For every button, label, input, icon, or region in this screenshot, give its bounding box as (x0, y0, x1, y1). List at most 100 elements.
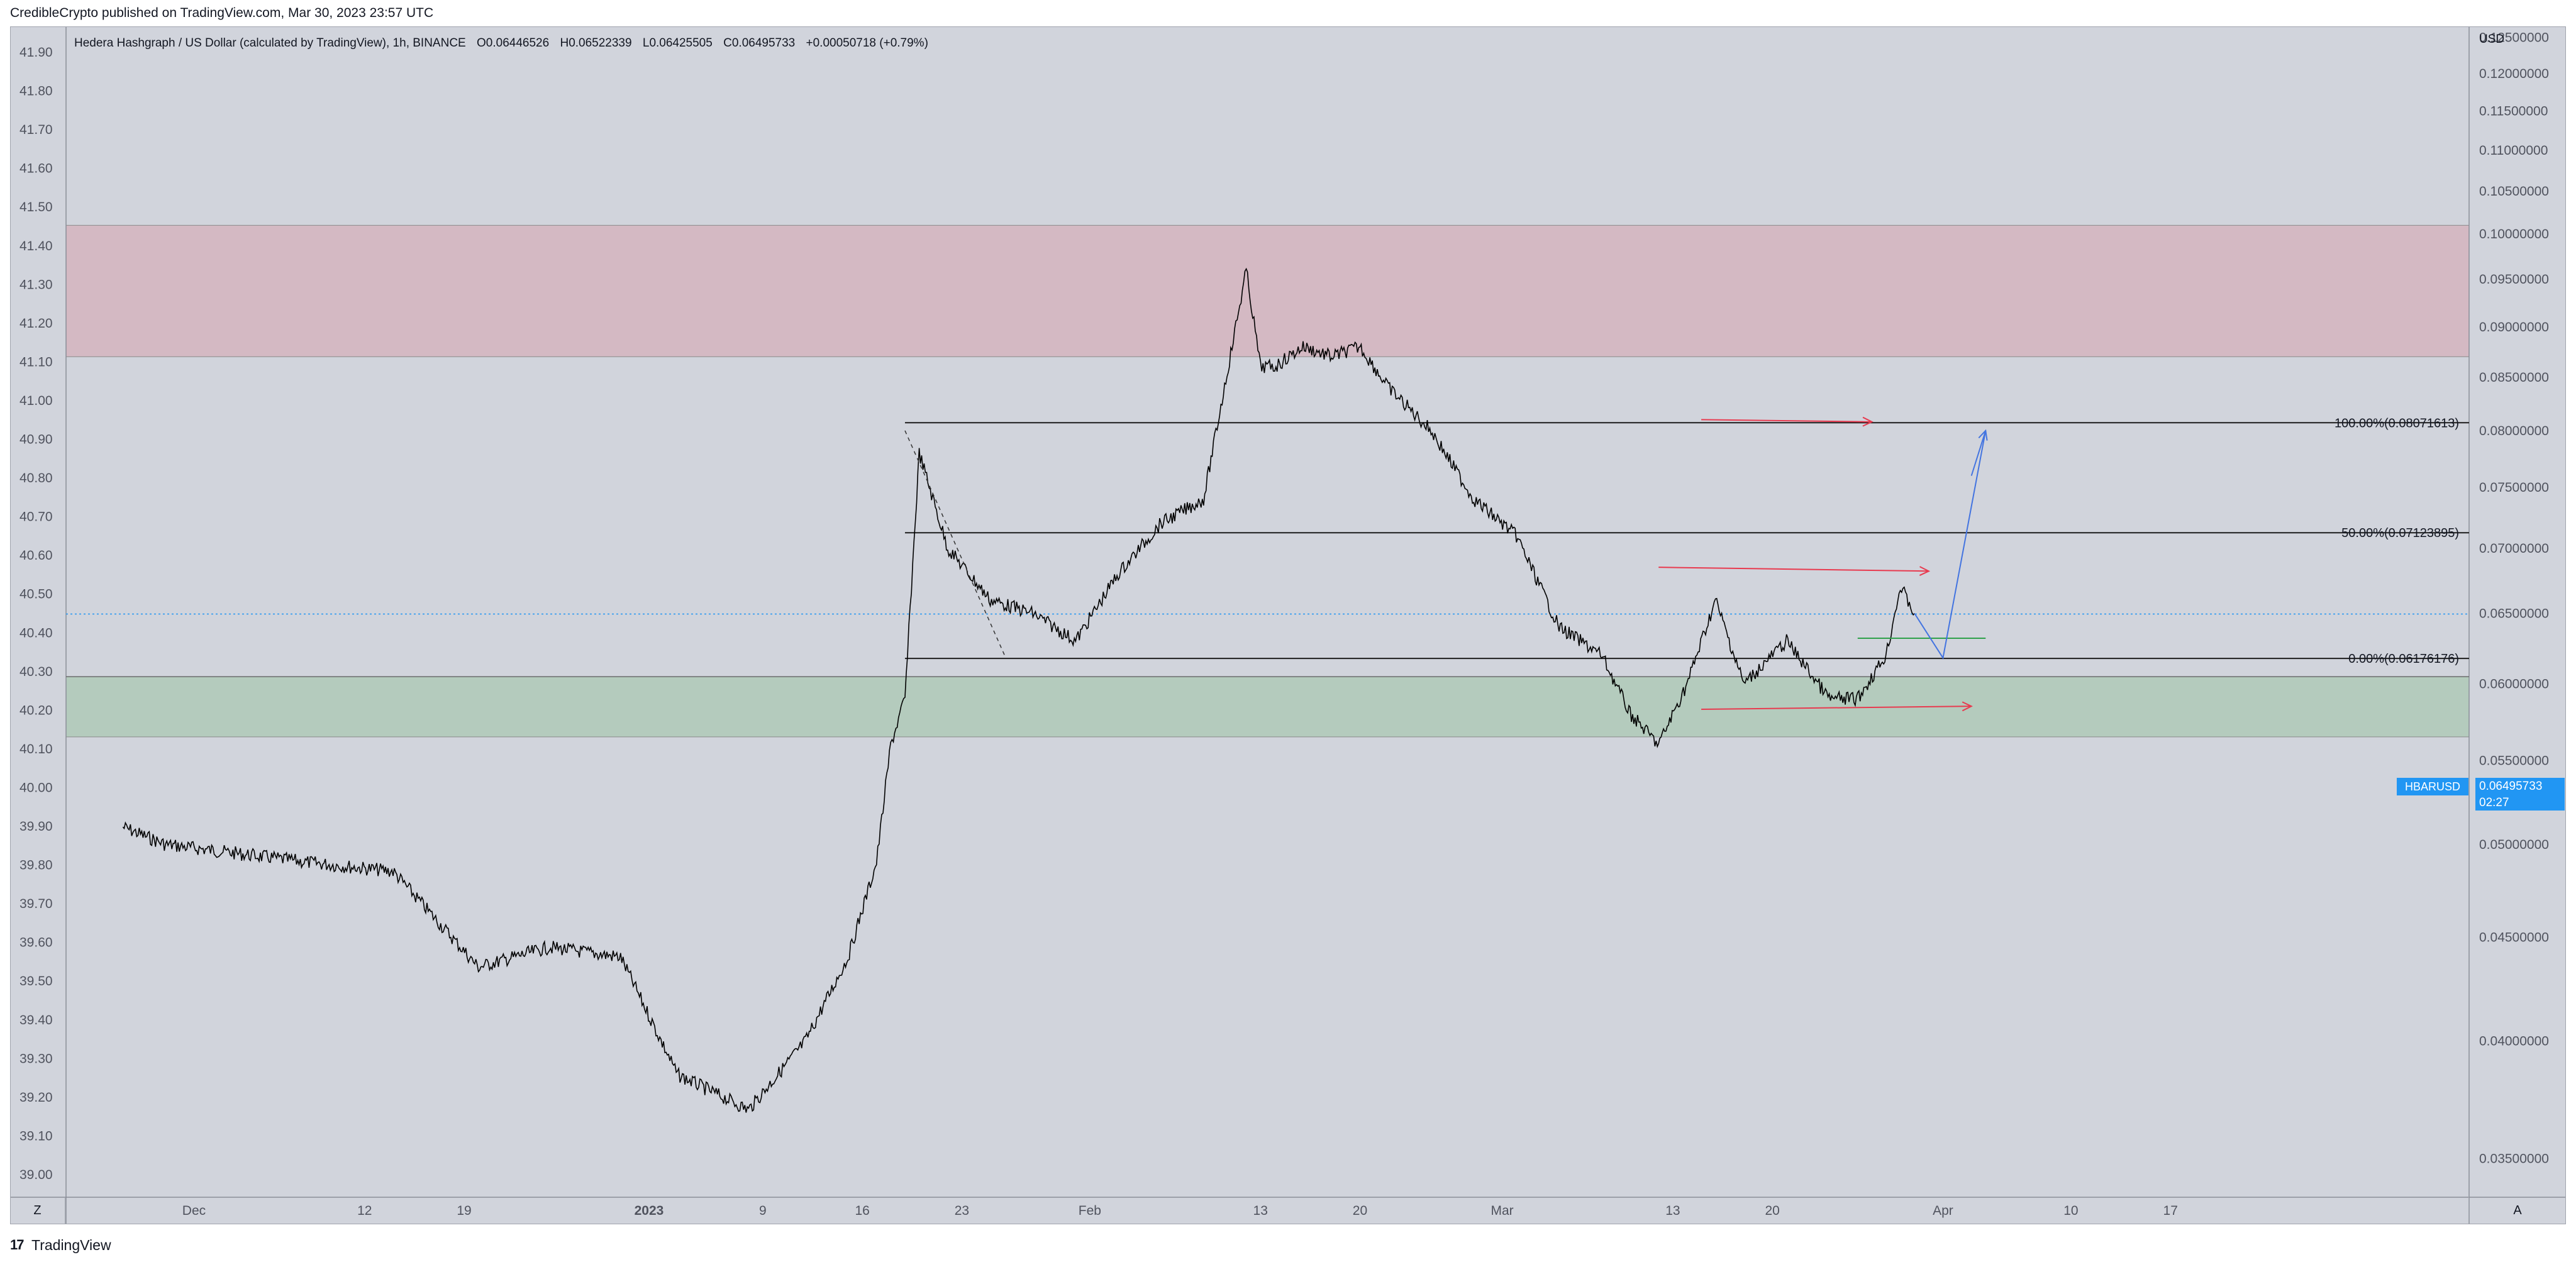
right-tick-label: 0.06000000 (2479, 677, 2549, 692)
plot-background[interactable] (66, 27, 2469, 1197)
x-tick-label: 12 (357, 1204, 372, 1218)
x-tick-label: Apr (1933, 1204, 1953, 1218)
left-tick-label: 39.50 (19, 974, 53, 988)
x-tick-label: 13 (1665, 1204, 1680, 1218)
x-tick-label: 9 (759, 1204, 767, 1218)
high-value: 0.06522339 (569, 36, 632, 50)
right-tick-label: 0.11500000 (2479, 104, 2548, 118)
right-tick-label: 0.09500000 (2479, 272, 2549, 287)
left-tick-label: 41.10 (19, 355, 53, 369)
left-tick-label: 39.70 (19, 897, 53, 911)
symbol-legend: Hedera Hashgraph / US Dollar (calculated… (74, 36, 928, 50)
left-tick-label: 41.00 (19, 394, 53, 408)
zone-1 (65, 676, 2470, 738)
tradingview-logo-text: TradingView (31, 1237, 111, 1253)
right-tick-label: 0.09000000 (2479, 320, 2549, 335)
left-tick-label: 41.20 (19, 316, 53, 331)
left-tick-label: 39.20 (19, 1090, 53, 1105)
right-tick-label: 0.12500000 (2479, 31, 2549, 45)
close-label: C (723, 36, 732, 50)
left-tick-label: 41.40 (19, 239, 53, 253)
change-value: +0.00050718 (+0.79%) (806, 36, 928, 50)
red-arrow-top-head (1862, 416, 1874, 427)
left-tick-label: 39.10 (19, 1129, 53, 1143)
x-tick-label: 10 (2063, 1204, 2078, 1218)
zone-0 (65, 224, 2470, 357)
left-tick-label: 40.70 (19, 510, 53, 524)
left-tick-label: 41.30 (19, 277, 53, 292)
x-tick-label: Feb (1079, 1204, 1101, 1218)
right-tick-label: 0.03500000 (2479, 1152, 2549, 1166)
left-tick-label: 40.60 (19, 548, 53, 563)
right-tick-label: 0.05000000 (2479, 838, 2549, 852)
blue-projection-path (1914, 430, 1987, 660)
dashed-trend-line (904, 430, 1005, 656)
close-value: 0.06495733 (731, 36, 796, 50)
left-tick-label: 40.30 (19, 665, 53, 679)
x-tick-label: 20 (1765, 1204, 1779, 1218)
right-tick-label: 0.04500000 (2479, 931, 2549, 945)
red-arrow-mid (1658, 567, 1929, 572)
publish-header: CredibleCrypto published on TradingView.… (0, 0, 2576, 26)
left-tick-label: 39.60 (19, 936, 53, 950)
red-arrow-low-head (1962, 701, 1973, 712)
timezone-button[interactable]: Z (10, 1197, 65, 1224)
left-tick-label: 41.70 (19, 123, 53, 137)
fib-level-label-1: 50.00%(0.07123895) (2341, 526, 2459, 540)
publish-text: CredibleCrypto published on TradingView.… (10, 6, 434, 20)
left-tick-label: 40.80 (19, 471, 53, 485)
left-tick-label: 40.10 (19, 742, 53, 756)
open-label: O (477, 36, 486, 50)
left-tick-label: 39.40 (19, 1013, 53, 1027)
right-tick-label: 0.07500000 (2479, 480, 2549, 495)
fib-level-label-2: 0.00%(0.06176176) (2348, 652, 2459, 666)
right-tick-label: 0.06500000 (2479, 607, 2549, 621)
right-tick-label: 0.10000000 (2479, 227, 2549, 241)
left-tick-label: 41.60 (19, 162, 53, 176)
right-tick-label: 0.08500000 (2479, 370, 2549, 385)
blue-projection-arrow (1970, 430, 1987, 476)
left-tick-label: 39.30 (19, 1051, 53, 1066)
price-series-line (122, 267, 1915, 1113)
right-tick-label: 0.12000000 (2479, 67, 2549, 81)
left-tick-label: 40.40 (19, 626, 53, 640)
price-tag-value: 0.06495733 (2475, 778, 2565, 795)
left-tick-label: 39.80 (19, 858, 53, 873)
blue-projection-arrow-head (1978, 429, 1988, 441)
x-tick-label: 2023 (635, 1204, 664, 1218)
left-tick-label: 40.00 (19, 780, 53, 795)
x-tick-label: 16 (855, 1204, 869, 1218)
left-tick-label: 39.90 (19, 819, 53, 834)
tradingview-logo-icon: 17 (10, 1237, 25, 1253)
left-tick-label: 40.50 (19, 587, 53, 602)
right-tick-label: 0.11000000 (2479, 143, 2548, 158)
auto-scale-button[interactable]: A (2468, 1197, 2566, 1224)
chart-canvas[interactable]: 41.90 41.80 41.70 41.60 41.50 41.40 41.30 41.20… (11, 27, 2565, 1224)
x-tick-label: Dec (182, 1204, 206, 1218)
left-tick-label: 39.00 (19, 1168, 53, 1182)
left-tick-label: 40.20 (19, 703, 53, 717)
low-label: L (642, 36, 650, 50)
right-tick-label: 0.04000000 (2479, 1034, 2549, 1049)
last-price-tag: HBARUSD 0.06495733 02:27 (2397, 778, 2565, 811)
red-arrow-top (1701, 419, 1872, 423)
left-tick-label: 41.90 (19, 45, 53, 60)
x-tick-label: 19 (457, 1204, 471, 1218)
low-value: 0.06425505 (649, 36, 713, 50)
red-arrow-mid-head (1919, 566, 1931, 576)
symbol-title: Hedera Hashgraph / US Dollar (calculated… (74, 36, 466, 50)
x-tick-label: 20 (1353, 1204, 1367, 1218)
red-arrow-low (1701, 706, 1972, 710)
left-tick-label: 41.80 (19, 84, 53, 99)
x-tick-label: Mar (1491, 1204, 1513, 1218)
right-tick-label: 0.05500000 (2479, 754, 2549, 768)
chart-frame[interactable]: 41.90 41.80 41.70 41.60 41.50 41.40 41.30 41.20… (10, 26, 2566, 1224)
currency-label: USD (2479, 33, 2505, 46)
left-tick-label: 40.90 (19, 433, 53, 447)
fib-level-label-0: 100.00%(0.08071613) (2334, 416, 2459, 430)
right-tick-label: 0.10500000 (2479, 184, 2549, 199)
left-tick-label: 41.50 (19, 200, 53, 214)
price-tag-symbol: HBARUSD (2397, 778, 2468, 795)
x-tick-label: 17 (2163, 1204, 2178, 1218)
footer: 17 TradingView (0, 1229, 2576, 1262)
